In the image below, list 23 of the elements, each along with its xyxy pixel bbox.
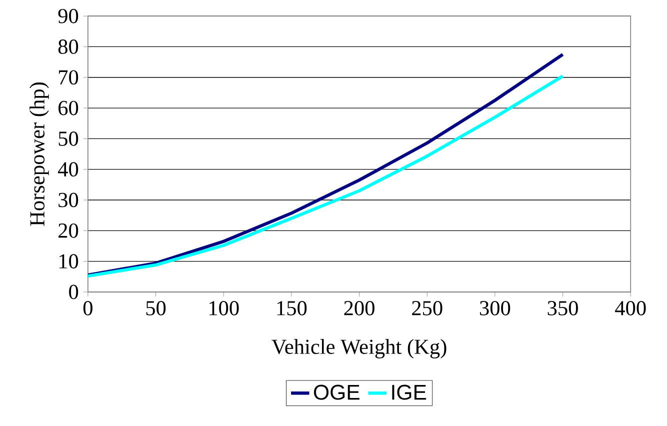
x-tick-label: 50 (146, 301, 166, 316)
y-tick-label: 60 (58, 100, 78, 116)
legend-label: OGE (314, 384, 360, 400)
x-tick-label: 350 (548, 301, 578, 316)
y-tick-label: 30 (58, 192, 78, 208)
x-tick-label: 400 (615, 301, 646, 316)
x-tick-label: 200 (344, 301, 374, 316)
y-tick-label: 10 (59, 254, 78, 269)
y-tick-label: 20 (58, 223, 78, 238)
x-tick-label: 150 (277, 301, 307, 316)
y-tick-label: 80 (58, 40, 78, 54)
y-tick-label: 70 (58, 70, 78, 85)
x-axis-title: Vehicle Weight (Kg) (272, 339, 446, 358)
y-tick-label: 0 (69, 284, 78, 300)
x-tick-label: 250 (412, 301, 442, 316)
y-axis-title: Horsepower (hp) (30, 82, 49, 226)
legend-label: IGE (392, 384, 426, 400)
y-tick-label: 90 (58, 8, 78, 24)
x-tick-label: 0 (83, 301, 92, 316)
x-tick-label: 300 (480, 301, 510, 316)
y-tick-label: 40 (58, 162, 78, 177)
x-tick-label: 100 (209, 301, 239, 316)
y-tick-label: 50 (58, 132, 78, 146)
